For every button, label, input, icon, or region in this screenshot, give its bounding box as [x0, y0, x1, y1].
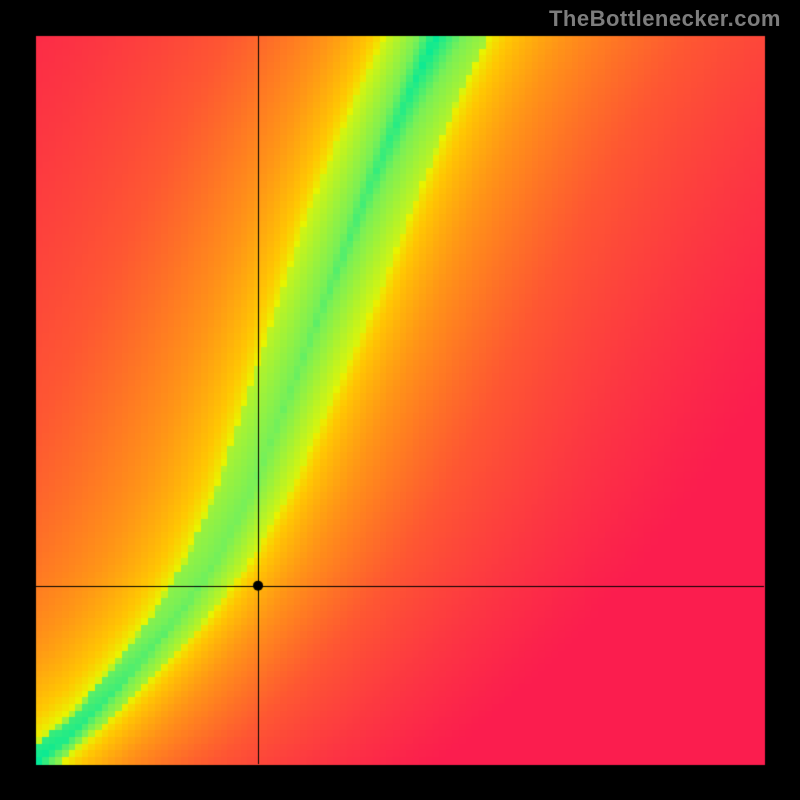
watermark-text: TheBottlenecker.com [549, 6, 781, 32]
bottleneck-heatmap-canvas [0, 0, 800, 800]
chart-container: TheBottlenecker.com [0, 0, 800, 800]
